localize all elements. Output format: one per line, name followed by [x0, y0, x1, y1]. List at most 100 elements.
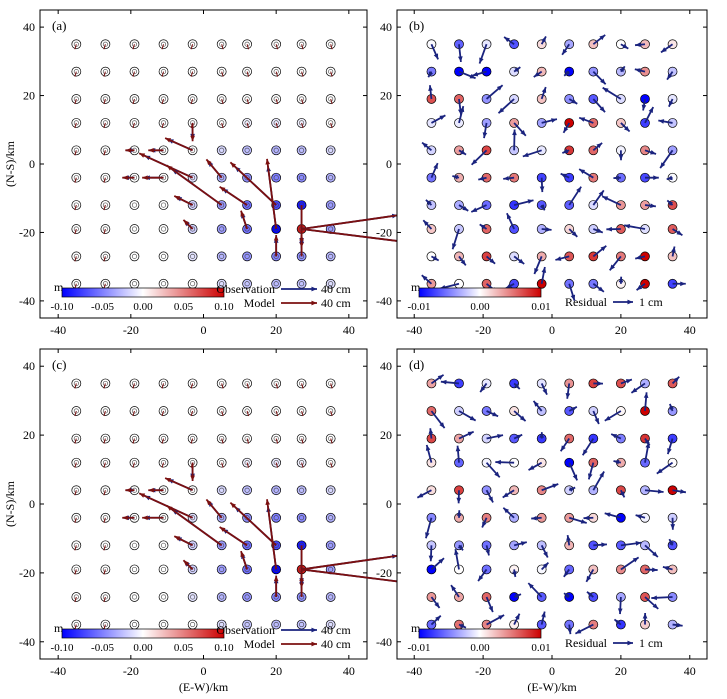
- residual-vector-head: [462, 205, 469, 211]
- station-inner-ring: [328, 96, 334, 102]
- station-inner-ring: [328, 380, 334, 386]
- legend-observation-arrow-head: [311, 286, 317, 292]
- colorbar-tick-label: 0.05: [174, 301, 194, 313]
- station-inner-ring: [273, 41, 279, 47]
- station-inner-ring: [219, 594, 225, 600]
- residual-vector-head: [676, 230, 683, 236]
- station-inner-ring: [73, 566, 79, 572]
- small-vector: [246, 462, 250, 468]
- residual-vector-head: [619, 66, 625, 73]
- station-inner-ring: [73, 96, 79, 102]
- station-marker: [158, 619, 169, 630]
- residual-vector-head: [634, 68, 641, 73]
- station-inner-ring: [328, 542, 334, 548]
- residual-vector-head: [543, 551, 548, 558]
- colorbar: [61, 287, 225, 298]
- station-marker: [129, 619, 140, 630]
- station-inner-ring: [244, 460, 250, 466]
- station-inner-ring: [299, 460, 305, 466]
- small-vector: [74, 517, 77, 523]
- small-vector: [103, 517, 106, 523]
- residual-vector-head: [421, 275, 428, 281]
- residual-vector-head: [459, 106, 465, 113]
- residual-vector-head: [560, 445, 566, 452]
- residual-vector-head: [528, 465, 535, 471]
- small-vector: [74, 122, 77, 129]
- small-vector: [330, 383, 333, 389]
- residual-vector-head: [562, 148, 569, 154]
- station-inner-ring: [219, 281, 225, 287]
- station-marker: [158, 564, 169, 575]
- residual-vector-head: [596, 142, 603, 149]
- residual-vector-head: [425, 199, 432, 206]
- residual-vector-head: [643, 392, 649, 399]
- small-vector: [74, 150, 77, 156]
- station-inner-ring: [328, 515, 334, 521]
- residual-vector-head: [562, 48, 568, 55]
- station-inner-ring: [131, 380, 137, 386]
- colorbar: [61, 628, 225, 639]
- station-inner-ring: [219, 41, 225, 47]
- station-inner-ring: [244, 175, 250, 181]
- residual-vector-head: [527, 199, 534, 204]
- x-tick-label: -20: [475, 323, 491, 337]
- small-vector: [330, 462, 333, 468]
- small-vector: [301, 410, 304, 417]
- small-vector: [275, 462, 279, 468]
- x-tick-label: 40: [343, 664, 355, 678]
- station-inner-ring: [102, 281, 108, 287]
- residual-vector-head: [594, 418, 599, 425]
- residual-vector-head: [533, 400, 539, 407]
- y-tick-label: -20: [19, 566, 35, 580]
- model-vector: [229, 161, 277, 206]
- residual-vector-head: [658, 119, 665, 124]
- residual-vector-head: [565, 392, 571, 399]
- station-marker: [216, 564, 227, 575]
- colorbar-tick-label: 0.10: [214, 642, 234, 654]
- residual-vector-head: [673, 376, 680, 383]
- small-vector: [330, 122, 333, 129]
- small-vector: [275, 383, 279, 389]
- station-inner-ring: [102, 487, 108, 493]
- residual-vector-head: [469, 415, 476, 421]
- station-marker: [187, 251, 198, 262]
- small-vector: [221, 410, 224, 417]
- residual-vector-head: [579, 117, 586, 122]
- residual-vector-head: [631, 387, 638, 393]
- small-vector: [74, 569, 77, 575]
- residual-vector-head: [676, 622, 683, 628]
- small-vector: [190, 122, 194, 129]
- colorbar-tick-label: -0.05: [91, 301, 114, 313]
- small-vector: [275, 410, 279, 417]
- station-inner-ring: [244, 594, 250, 600]
- station-marker: [296, 278, 307, 289]
- residual-vector-head: [514, 67, 521, 73]
- residual-vector-head: [635, 255, 642, 260]
- residual-vector-head: [478, 575, 484, 582]
- y-tick-label: -40: [19, 635, 35, 649]
- residual-vector-head: [460, 259, 466, 266]
- model-vector-head: [166, 505, 173, 511]
- y-tick-label: 40: [23, 359, 35, 373]
- small-vector: [103, 122, 106, 129]
- station-inner-ring: [219, 622, 225, 628]
- residual-vector-head: [454, 549, 459, 555]
- station-marker: [129, 200, 140, 210]
- small-vector: [275, 122, 279, 129]
- residual-vector-head: [456, 510, 462, 516]
- residual-vector-head: [600, 78, 606, 85]
- y-axis-label: (N-S)/km: [3, 480, 17, 527]
- station-inner-ring: [73, 175, 79, 181]
- station-inner-ring: [328, 120, 334, 126]
- residual-vector-head: [498, 615, 505, 620]
- station-inner-ring: [161, 460, 167, 466]
- plot-frame: [39, 348, 368, 660]
- residual-vector-head: [479, 224, 486, 230]
- station-inner-ring: [102, 622, 108, 628]
- model-vector-head: [148, 147, 154, 153]
- residual-vector-head: [660, 162, 666, 169]
- small-vector: [330, 410, 333, 417]
- station-marker: [129, 592, 140, 602]
- small-vector: [190, 462, 194, 468]
- residual-vector-head: [439, 422, 445, 429]
